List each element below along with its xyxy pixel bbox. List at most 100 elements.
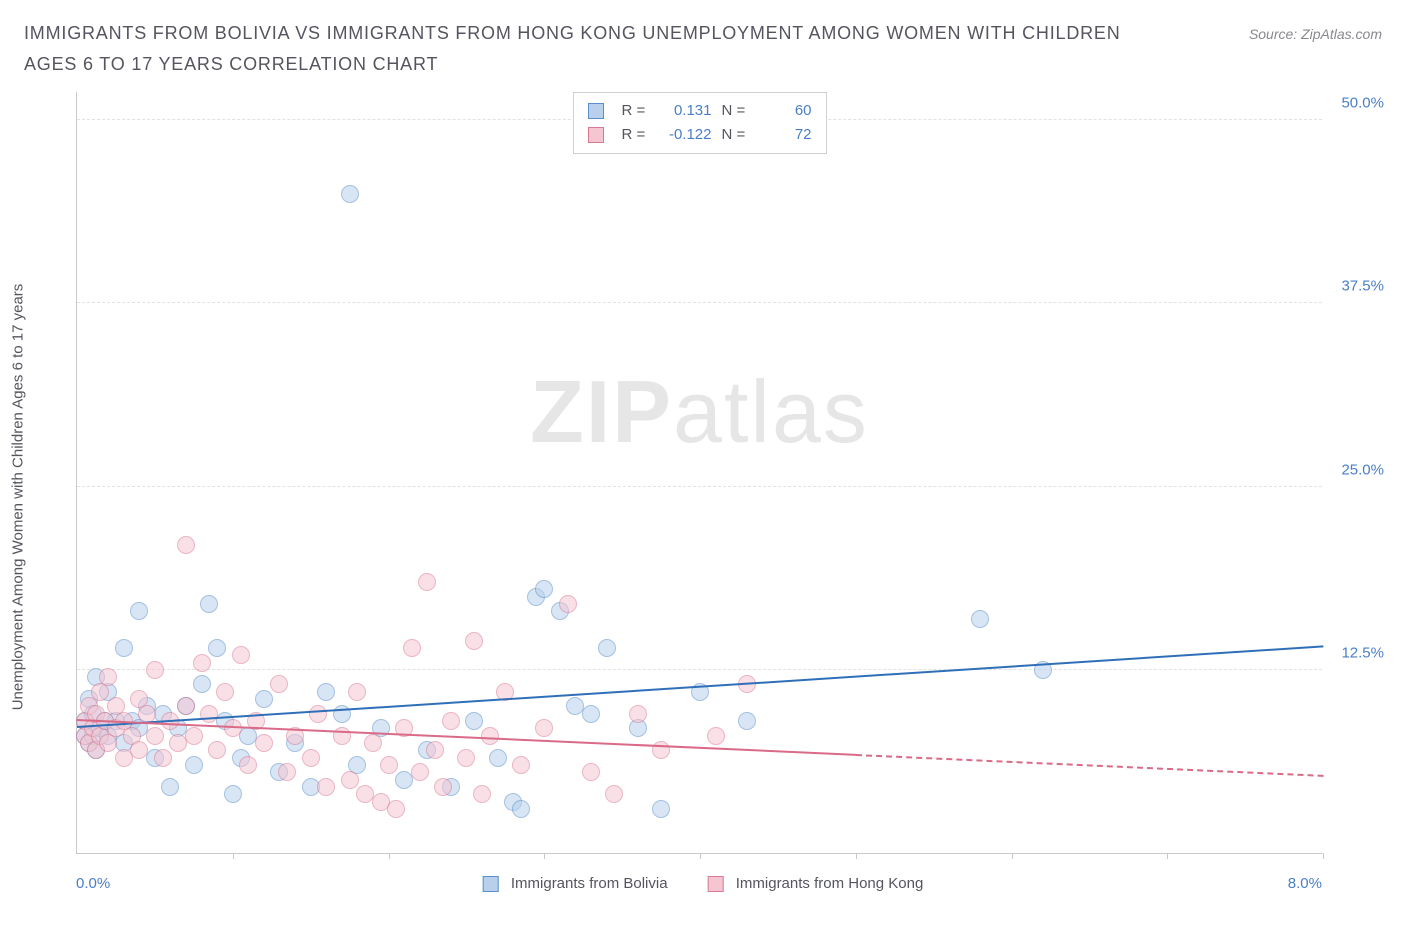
- data-point: [177, 697, 195, 715]
- chart-area: Unemployment Among Women with Children A…: [24, 92, 1382, 902]
- data-point: [403, 639, 421, 657]
- data-point: [208, 639, 226, 657]
- data-point: [224, 785, 242, 803]
- data-point: [971, 610, 989, 628]
- data-point: [348, 683, 366, 701]
- x-tick-mark: [856, 853, 857, 859]
- data-point: [473, 785, 491, 803]
- data-point: [738, 712, 756, 730]
- n-label: N =: [722, 99, 748, 123]
- n-value-bolivia: 60: [758, 99, 812, 123]
- data-point: [185, 727, 203, 745]
- data-point: [177, 536, 195, 554]
- data-point: [255, 734, 273, 752]
- r-label: R =: [622, 99, 648, 123]
- data-point: [582, 763, 600, 781]
- series-swatch-hongkong: [708, 876, 724, 892]
- data-point: [707, 727, 725, 745]
- data-point: [512, 800, 530, 818]
- chart-source: Source: ZipAtlas.com: [1249, 18, 1382, 42]
- data-point: [278, 763, 296, 781]
- data-point: [208, 741, 226, 759]
- data-point: [481, 727, 499, 745]
- series-label-hongkong: Immigrants from Hong Kong: [736, 875, 924, 892]
- data-point: [200, 595, 218, 613]
- y-tick-label: 12.5%: [1341, 644, 1384, 661]
- data-point: [605, 785, 623, 803]
- data-point: [216, 683, 234, 701]
- x-tick-mark: [544, 853, 545, 859]
- x-tick-mark: [1012, 853, 1013, 859]
- series-label-bolivia: Immigrants from Bolivia: [511, 875, 668, 892]
- data-point: [341, 771, 359, 789]
- data-point: [255, 690, 273, 708]
- data-point: [387, 800, 405, 818]
- data-point: [489, 749, 507, 767]
- data-point: [535, 719, 553, 737]
- gridline: [77, 302, 1322, 303]
- x-axis-min-label: 0.0%: [76, 875, 110, 892]
- data-point: [535, 580, 553, 598]
- data-point: [442, 712, 460, 730]
- plot-region: ZIPatlas R = 0.131 N = 60 R = -0.122 N =…: [76, 92, 1322, 854]
- data-point: [185, 756, 203, 774]
- x-axis-max-label: 8.0%: [1288, 875, 1322, 892]
- y-tick-label: 25.0%: [1341, 461, 1384, 478]
- data-point: [146, 661, 164, 679]
- data-point: [146, 727, 164, 745]
- data-point: [426, 741, 444, 759]
- legend-row-bolivia: R = 0.131 N = 60: [588, 99, 812, 123]
- data-point: [418, 573, 436, 591]
- gridline: [77, 486, 1322, 487]
- y-tick-label: 37.5%: [1341, 278, 1384, 295]
- y-axis-label: Unemployment Among Women with Children A…: [10, 284, 27, 711]
- x-tick-mark: [1323, 853, 1324, 859]
- series-legend: Immigrants from Bolivia Immigrants from …: [483, 875, 924, 892]
- data-point: [598, 639, 616, 657]
- data-point: [465, 632, 483, 650]
- data-point: [457, 749, 475, 767]
- data-point: [193, 654, 211, 672]
- data-point: [559, 595, 577, 613]
- data-point: [629, 705, 647, 723]
- data-point: [161, 778, 179, 796]
- chart-title: IMMIGRANTS FROM BOLIVIA VS IMMIGRANTS FR…: [24, 18, 1124, 79]
- data-point: [309, 705, 327, 723]
- x-tick-mark: [233, 853, 234, 859]
- legend-swatch-hongkong: [588, 127, 604, 143]
- y-tick-label: 50.0%: [1341, 95, 1384, 112]
- data-point: [115, 639, 133, 657]
- data-point: [465, 712, 483, 730]
- correlation-legend: R = 0.131 N = 60 R = -0.122 N = 72: [573, 92, 827, 154]
- data-point: [302, 749, 320, 767]
- data-point: [582, 705, 600, 723]
- series-swatch-bolivia: [483, 876, 499, 892]
- chart-header: IMMIGRANTS FROM BOLIVIA VS IMMIGRANTS FR…: [0, 0, 1406, 87]
- data-point: [130, 602, 148, 620]
- legend-row-hongkong: R = -0.122 N = 72: [588, 123, 812, 147]
- x-tick-mark: [389, 853, 390, 859]
- data-point: [200, 705, 218, 723]
- data-point: [364, 734, 382, 752]
- legend-swatch-bolivia: [588, 103, 604, 119]
- series-legend-bolivia: Immigrants from Bolivia: [483, 875, 668, 892]
- series-legend-hongkong: Immigrants from Hong Kong: [708, 875, 924, 892]
- data-point: [434, 778, 452, 796]
- r-label: R =: [622, 123, 648, 147]
- data-point: [224, 719, 242, 737]
- data-point: [380, 756, 398, 774]
- n-label: N =: [722, 123, 748, 147]
- watermark-zip: ZIP: [530, 362, 673, 461]
- data-point: [317, 683, 335, 701]
- data-point: [333, 727, 351, 745]
- data-point: [512, 756, 530, 774]
- data-point: [239, 756, 257, 774]
- data-point: [232, 646, 250, 664]
- data-point: [341, 185, 359, 203]
- data-point: [652, 800, 670, 818]
- data-point: [130, 741, 148, 759]
- data-point: [270, 675, 288, 693]
- r-value-bolivia: 0.131: [658, 99, 712, 123]
- watermark: ZIPatlas: [530, 361, 869, 463]
- data-point: [99, 668, 117, 686]
